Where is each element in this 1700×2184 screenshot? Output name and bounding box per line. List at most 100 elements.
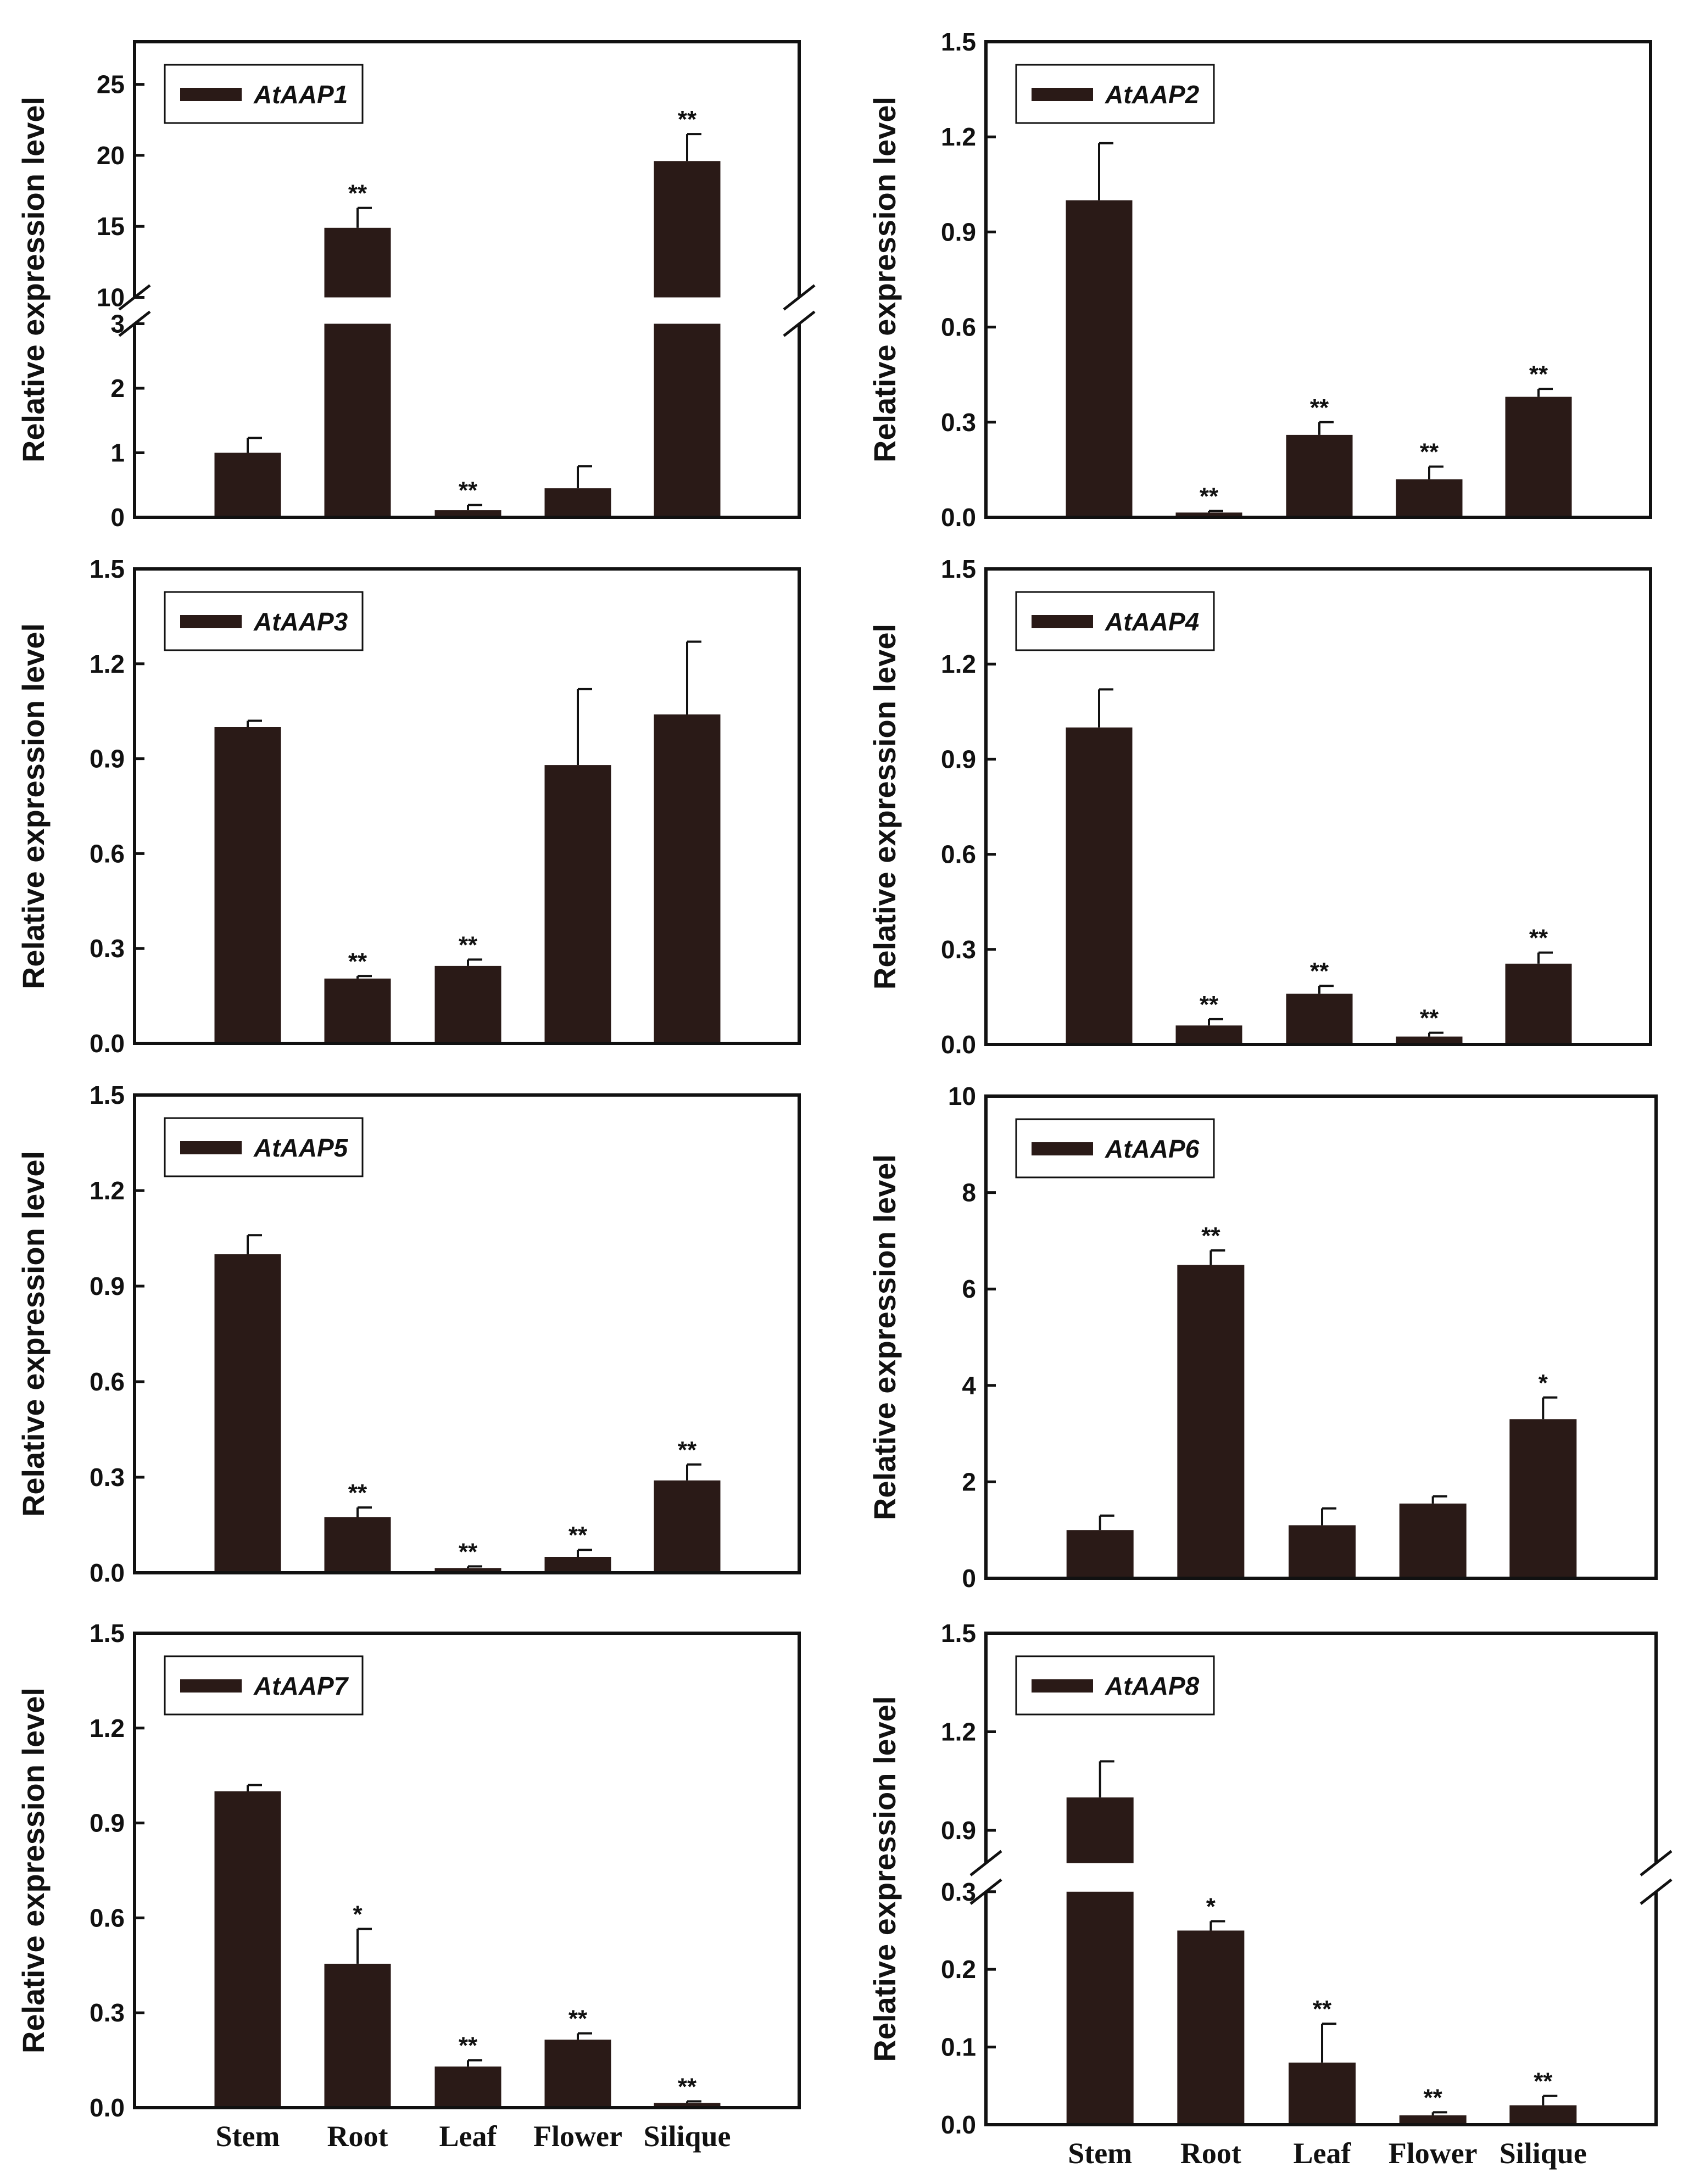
y-axis-label: Relative expression level (16, 97, 51, 462)
x-category-label: Stem (216, 2120, 280, 2153)
significance-mark: ** (348, 180, 367, 207)
y-tick-label: 0.3 (90, 1998, 125, 2027)
axis-break-gap (984, 1863, 1658, 1892)
significance-mark: ** (1529, 925, 1548, 952)
bar-flower (544, 2040, 611, 2108)
y-tick-label: 0.0 (90, 1029, 125, 1058)
y-tick-label: 6 (962, 1275, 976, 1303)
bar-root (1175, 512, 1242, 517)
significance-mark: * (353, 1901, 363, 1928)
significance-mark: ** (1200, 483, 1219, 510)
y-tick-label: 2 (962, 1467, 976, 1496)
bar-root (324, 1517, 391, 1573)
plot-frame (133, 1093, 801, 1574)
bar-leaf (1286, 993, 1353, 1044)
y-axis-label: Relative expression level (867, 97, 902, 462)
significance-mark: * (1539, 1370, 1548, 1397)
significance-mark: ** (348, 1479, 367, 1506)
legend-label: AtAAP8 (1105, 1672, 1200, 1700)
significance-mark: ** (1424, 2084, 1443, 2111)
y-tick-label: 15 (97, 212, 125, 241)
y-tick-label: 0.2 (941, 1955, 976, 1984)
bar-root (1177, 1265, 1245, 1578)
y-tick-label: 1.5 (941, 1619, 976, 1647)
bar-leaf (1286, 434, 1353, 517)
bar-leaf (1289, 1525, 1356, 1578)
legend-swatch (1032, 1679, 1093, 1693)
bar-stem (214, 1791, 281, 2108)
y-tick-label: 3 (110, 310, 125, 338)
y-tick-label: 1.5 (941, 27, 976, 56)
bar-leaf (1289, 2062, 1356, 2125)
bar-leaf (434, 1568, 501, 1573)
plot-frame (133, 567, 801, 1045)
bar-root (1177, 1930, 1245, 2125)
plot-frame (984, 1094, 1658, 1580)
significance-mark: ** (678, 106, 697, 133)
legend-swatch (180, 615, 242, 628)
y-tick-label: 0.3 (90, 934, 125, 963)
y-axis-label: Relative expression level (867, 1154, 902, 1520)
chart-panel-AtAAP4: Relative expression level ** ** ** ** 0.0 0.3 0… (867, 555, 1652, 1059)
y-axis-label: Relative expression level (16, 1688, 51, 2053)
bar-silique (1505, 963, 1572, 1044)
x-category-label: Silique (1500, 2137, 1587, 2170)
y-tick-label: 0.3 (941, 408, 976, 437)
x-category-label: Flower (1389, 2137, 1478, 2170)
legend-label: AtAAP2 (1105, 80, 1200, 109)
bar-stem (1066, 727, 1133, 1044)
significance-mark: ** (1420, 1005, 1439, 1032)
significance-mark: ** (1201, 1222, 1220, 1249)
y-tick-label: 0.6 (90, 1903, 125, 1932)
bar-stem (1066, 1530, 1134, 1578)
bar-flower (1399, 1503, 1467, 1578)
significance-mark: ** (459, 1538, 478, 1565)
x-category-label: Flower (533, 2120, 622, 2153)
bar-silique (1505, 396, 1572, 517)
legend-swatch (180, 88, 242, 101)
y-tick-label: 0.3 (90, 1463, 125, 1492)
y-tick-label: 1.2 (941, 122, 976, 151)
bar-root (324, 1963, 391, 2108)
y-tick-label: 25 (97, 70, 125, 99)
legend-label: AtAAP6 (1105, 1135, 1200, 1163)
axis-break-mark (1640, 1878, 1673, 1905)
significance-mark: ** (1529, 361, 1548, 388)
bar-leaf (434, 965, 501, 1043)
y-tick-label: 1.2 (941, 1717, 976, 1746)
bar-stem (1066, 200, 1133, 518)
bar-silique (1509, 2105, 1577, 2125)
bar-stem (214, 727, 281, 1043)
significance-mark: ** (678, 1437, 697, 1464)
legend-label: AtAAP1 (253, 80, 348, 109)
bar-silique (654, 714, 721, 1043)
significance-mark: ** (348, 948, 367, 975)
legend-swatch (180, 1141, 242, 1154)
x-category-label: Silique (643, 2120, 731, 2153)
significance-mark: ** (568, 1522, 588, 1549)
significance-mark: ** (678, 2073, 697, 2100)
significance-mark: ** (1313, 1996, 1332, 2023)
y-tick-label: 0.1 (941, 2033, 976, 2062)
legend-box (1015, 591, 1215, 651)
y-axis-label: Relative expression level (16, 1151, 51, 1517)
plot-frame (133, 1632, 801, 2109)
bar-silique (1509, 1419, 1577, 1578)
y-tick-label: 1.5 (90, 1081, 125, 1109)
chart-panel-AtAAP5: Relative expression level ** ** ** ** 0.0 0.3 0… (16, 1081, 801, 1587)
y-tick-label: 10 (97, 283, 125, 312)
axis-break-mark (969, 1850, 1002, 1876)
y-tick-label: 1 (110, 439, 125, 467)
bar-stem (214, 453, 281, 517)
chart-panel-AtAAP3: Relative expression level ** ** 0.0 0.3 0.6 0.… (16, 555, 801, 1058)
bar-silique (654, 161, 721, 517)
bar-flower (1396, 479, 1463, 517)
significance-mark: ** (1534, 2068, 1553, 2095)
plot-frame (984, 40, 1652, 519)
y-tick-label: 1.5 (90, 1619, 125, 1647)
y-tick-label: 0.6 (90, 1367, 125, 1396)
significance-mark: ** (568, 2006, 588, 2032)
chart-panel-AtAAP8: Relative expression level *******0.00.10.… (867, 1619, 1673, 2170)
x-category-label: Leaf (1294, 2137, 1352, 2170)
